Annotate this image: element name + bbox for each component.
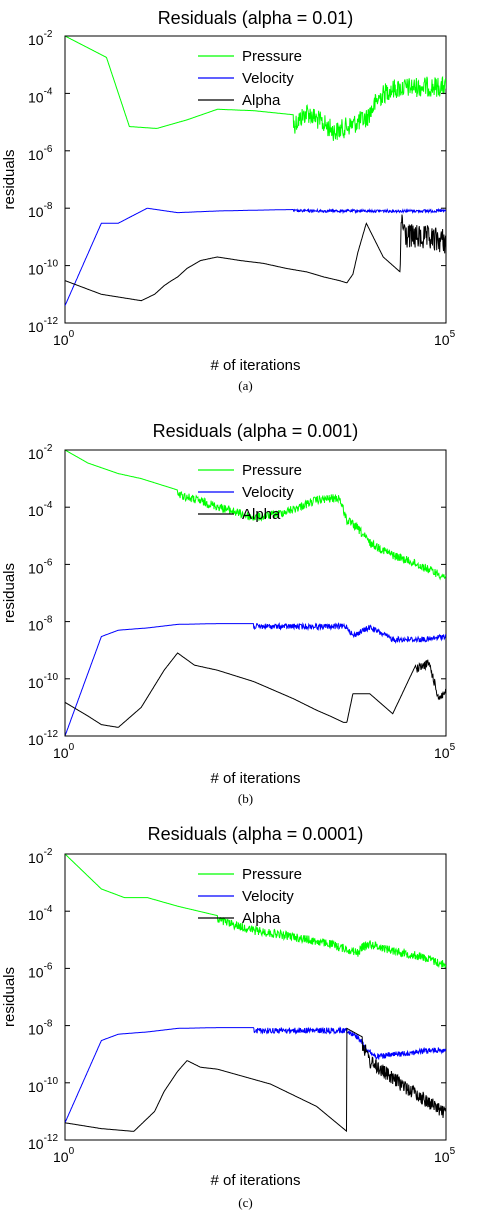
plot-area — [64, 449, 447, 737]
figure-caption: (c) — [238, 1195, 252, 1210]
figure-caption: (a) — [238, 378, 252, 393]
legend-label-pressure: Pressure — [242, 462, 302, 479]
plot-area — [64, 35, 447, 324]
x-tick-label: 100 — [53, 1146, 75, 1165]
legend-label-pressure: Pressure — [242, 866, 302, 883]
y-tick-label: 10-8 — [28, 615, 53, 634]
x-axis-label: # of iterations — [210, 357, 300, 374]
series-line-alpha — [65, 214, 446, 302]
legend-label-velocity: Velocity — [242, 70, 294, 87]
y-tick-label: 10-12 — [28, 316, 58, 335]
legend-label-alpha: Alpha — [242, 92, 281, 109]
legend-label-pressure: Pressure — [242, 48, 302, 65]
legend-label-velocity: Velocity — [242, 484, 294, 501]
y-tick-label: 10-10 — [28, 1076, 58, 1095]
x-tick-label: 100 — [53, 329, 75, 348]
x-axis-label: # of iterations — [210, 1172, 300, 1189]
y-tick-label: 10-4 — [28, 904, 53, 923]
series-line-velocity — [65, 207, 446, 306]
chart-title: Residuals (alpha = 0.001) — [153, 421, 359, 441]
series-line-alpha — [65, 652, 446, 728]
y-tick-label: 10-10 — [28, 672, 58, 691]
y-tick-label: 10-6 — [28, 557, 53, 576]
series-line-velocity — [65, 1026, 446, 1123]
series-line-pressure — [65, 854, 446, 969]
chart-title: Residuals (alpha = 0.01) — [158, 8, 354, 28]
series-line-pressure — [65, 450, 446, 581]
y-tick-label: 10-12 — [28, 729, 58, 748]
y-tick-label: 10-8 — [28, 1019, 53, 1038]
x-tick-label: 105 — [434, 742, 456, 761]
x-axis-label: # of iterations — [210, 770, 300, 787]
series-line-velocity — [65, 622, 446, 736]
y-tick-label: 10-4 — [28, 86, 53, 105]
y-tick-label: 10-2 — [28, 847, 53, 866]
legend-label-alpha: Alpha — [242, 910, 281, 927]
figure-caption: (b) — [238, 791, 253, 806]
y-tick-label: 10-6 — [28, 961, 53, 980]
y-tick-label: 10-8 — [28, 201, 53, 220]
y-axis-label: residuals — [1, 563, 18, 623]
legend-label-velocity: Velocity — [242, 888, 294, 905]
y-axis-label: residuals — [1, 149, 18, 209]
y-tick-label: 10-4 — [28, 500, 53, 519]
series-line-alpha — [65, 1027, 446, 1133]
y-tick-label: 10-10 — [28, 259, 58, 278]
chart-title: Residuals (alpha = 0.0001) — [148, 824, 364, 844]
y-tick-label: 10-6 — [28, 144, 53, 163]
y-axis-label: residuals — [1, 967, 18, 1027]
x-tick-label: 100 — [53, 742, 75, 761]
y-tick-label: 10-2 — [28, 29, 53, 48]
plot-area — [64, 853, 447, 1141]
legend-label-alpha: Alpha — [242, 506, 281, 523]
x-tick-label: 105 — [434, 329, 456, 348]
y-tick-label: 10-2 — [28, 443, 53, 462]
series-line-pressure — [65, 36, 446, 141]
x-tick-label: 105 — [434, 1146, 456, 1165]
y-tick-label: 10-12 — [28, 1133, 58, 1152]
